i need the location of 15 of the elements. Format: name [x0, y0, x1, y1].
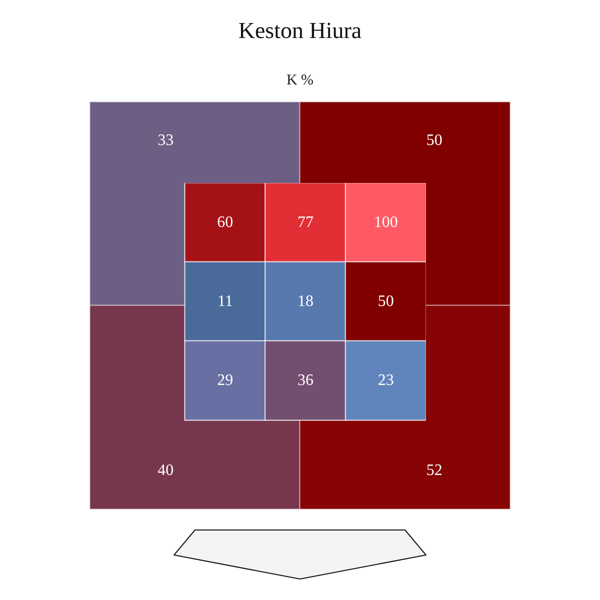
data-label: 33	[158, 132, 174, 150]
data-label: 100	[374, 214, 398, 231]
data-label: 29	[217, 372, 234, 389]
data-label: 23	[378, 372, 394, 389]
chart-subtitle: K %	[286, 72, 314, 88]
data-label: 52	[426, 462, 442, 479]
data-label: 50	[426, 132, 442, 150]
chart-title: Keston Hiura	[238, 18, 362, 43]
data-label: 36	[298, 372, 314, 389]
data-label: 60	[217, 214, 234, 231]
data-label: 40	[158, 462, 174, 479]
data-label: 18	[298, 293, 314, 310]
data-label: 77	[298, 214, 314, 231]
data-label: 11	[217, 293, 233, 310]
data-label: 50	[378, 293, 394, 310]
